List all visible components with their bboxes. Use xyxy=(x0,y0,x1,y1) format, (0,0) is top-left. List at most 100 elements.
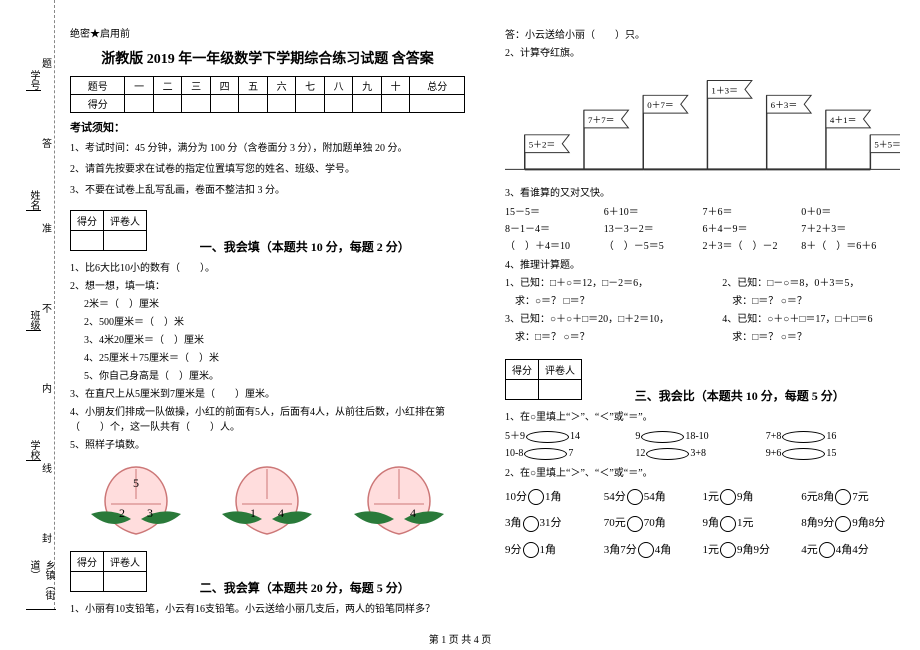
calc-cell: 15－5＝ xyxy=(505,204,604,221)
compare-circle xyxy=(835,489,851,505)
money-pair: 8角9分9角8分 xyxy=(801,510,900,536)
calc-cell: 8＋（ ）＝6＋6 xyxy=(801,238,900,255)
score-header-cell: 总分 xyxy=(410,77,465,95)
question: 5、照样子填数。 xyxy=(70,438,465,453)
question-sub: 2米＝（ ）厘米 xyxy=(84,297,465,312)
logic-left: 求：○＝？ □＝？ xyxy=(505,294,722,309)
svg-text:6＋3＝: 6＋3＝ xyxy=(771,100,798,110)
logic-row: 求：○＝？ □＝？ 求：□＝？ ○＝？ xyxy=(505,294,900,309)
compare-grid: 5＋914918-107+81610-87123+89+615 xyxy=(505,428,900,462)
score-header-cell: 五 xyxy=(239,77,268,95)
notice-item: 2、请首先按要求在试卷的指定位置填写您的姓名、班级、学号。 xyxy=(70,162,465,177)
compare-circle xyxy=(523,542,539,558)
binding-field-label: 乡镇（街道） xyxy=(26,560,56,610)
money-pair: 1元9角 xyxy=(703,484,802,510)
calc-cell: 8－1－4＝ xyxy=(505,221,604,238)
answer-line: 答：小云送给小丽（ ）只。 xyxy=(505,28,900,43)
score-value-cell xyxy=(381,95,410,113)
svg-text:7＋7＝: 7＋7＝ xyxy=(588,115,615,125)
compare-circle xyxy=(526,431,569,443)
calc-cell: （ ）－5＝5 xyxy=(604,238,703,255)
section-2-title: 二、我会算（本题共 20 分，每题 5 分） xyxy=(200,581,410,595)
calc-cell: 6＋10＝ xyxy=(604,204,703,221)
notice-title: 考试须知： xyxy=(70,119,465,135)
calc-cell: 0＋0＝ xyxy=(801,204,900,221)
binding-field-label: 班级 xyxy=(26,310,41,331)
score-box-label: 评卷人 xyxy=(104,552,147,572)
section-1-header: 得分评卷人 一、我会填（本题共 10 分，每题 2 分） xyxy=(70,204,465,255)
score-box: 得分评卷人 xyxy=(70,551,147,592)
score-value-cell xyxy=(410,95,465,113)
compare-circle xyxy=(720,489,736,505)
svg-text:0＋7＝: 0＋7＝ xyxy=(647,100,674,110)
question: 4、小朋友们排成一队做操，小红的前面有5人，后面有4人，从前往后数，小红排在第（… xyxy=(70,405,465,435)
score-box-label: 得分 xyxy=(71,552,104,572)
compare-circle xyxy=(627,516,643,532)
compare-cell: 10-87 xyxy=(505,445,635,462)
money-row: 9分1角3角7分4角1元9角9分4元4角4分 xyxy=(505,537,900,563)
page-content: 绝密★启用前 浙教版 2019 年一年级数学下学期综合练习试题 含答案 题号一二… xyxy=(60,10,910,630)
question-sub: 2、500厘米＝（ ）米 xyxy=(84,315,465,330)
logic-right: 求：□＝？ ○＝？ xyxy=(722,330,900,345)
logic-left: 3、已知：○＋○＋□＝20，□＋2＝10， xyxy=(505,312,722,327)
notice-item: 3、不要在试卷上乱写乱画，卷面不整洁扣 3 分。 xyxy=(70,183,465,198)
calc-cell: 6＋4－9＝ xyxy=(703,221,802,238)
compare-circle xyxy=(720,542,736,558)
money-row: 3角31分70元70角9角1元8角9分9角8分 xyxy=(505,510,900,536)
paper-title: 浙教版 2019 年一年级数学下学期综合练习试题 含答案 xyxy=(70,48,465,68)
score-box-label: 得分 xyxy=(71,211,104,231)
compare-circle xyxy=(835,516,851,532)
svg-text:2: 2 xyxy=(119,506,125,520)
score-value-cell xyxy=(239,95,268,113)
logic-right: 求：□＝？ ○＝？ xyxy=(722,294,900,309)
calc-cell: 2＋3＝（ ）－2 xyxy=(703,238,802,255)
binding-field-label: 学校 xyxy=(26,440,41,461)
question-sub: 3、4米20厘米＝（ ）厘米 xyxy=(84,333,465,348)
compare-circle xyxy=(641,431,684,443)
question: 1、小丽有10支铅笔，小云有16支铅笔。小云送给小丽几支后，两人的铅笔同样多？ xyxy=(70,602,465,617)
compare-circle xyxy=(819,542,835,558)
money-pair: 4元4角4分 xyxy=(801,537,900,563)
calc-cell: （ ）＋4＝10 xyxy=(505,238,604,255)
score-value-cell xyxy=(324,95,353,113)
compare-circle xyxy=(720,516,736,532)
score-box: 得分评卷人 xyxy=(505,359,582,400)
compare-circle xyxy=(638,542,654,558)
score-header-cell: 四 xyxy=(210,77,239,95)
binding-marker: 内 xyxy=(42,380,52,395)
score-value-cell xyxy=(210,95,239,113)
binding-marker: 不 xyxy=(42,300,52,315)
question-sub: 5、你自己身高是（ ）厘米。 xyxy=(84,369,465,384)
compare-cell: 123+8 xyxy=(635,445,765,462)
score-header-cell: 九 xyxy=(353,77,382,95)
logic-left: 求：□＝？ ○＝？ xyxy=(505,330,722,345)
money-pair: 54分54角 xyxy=(604,484,703,510)
binding-margin: 乡镇（街道）学校班级姓名学号封线内不准答题 xyxy=(0,0,55,610)
score-header-row: 题号一二三四五六七八九十总分 xyxy=(71,77,465,95)
logic-right: 4、已知：○＋○＋□＝17，□＋□＝6 xyxy=(722,312,900,327)
compare-circle xyxy=(524,448,567,460)
binding-marker: 题 xyxy=(42,55,52,70)
section-2-header: 得分评卷人 二、我会算（本题共 20 分，每题 5 分） xyxy=(70,545,465,596)
binding-marker: 线 xyxy=(42,460,52,475)
score-header-cell: 三 xyxy=(182,77,211,95)
score-value-cell xyxy=(267,95,296,113)
question-sub: 4、25厘米＋75厘米＝（ ）米 xyxy=(84,351,465,366)
score-table: 题号一二三四五六七八九十总分 得分 xyxy=(70,76,465,113)
svg-text:4＋1＝: 4＋1＝ xyxy=(830,115,857,125)
peach-row: 5 2 3 1 4 4 xyxy=(70,459,465,539)
section-1-title: 一、我会填（本题共 10 分，每题 2 分） xyxy=(200,240,410,254)
binding-field-label: 学号 xyxy=(26,70,41,91)
calc-cell: 7＋2＋3＝ xyxy=(801,221,900,238)
question: 4、推理计算题。 xyxy=(505,258,900,273)
score-box-label: 评卷人 xyxy=(539,360,582,380)
svg-text:4: 4 xyxy=(410,506,416,520)
money-pair: 9角1元 xyxy=(703,510,802,536)
score-header-cell: 一 xyxy=(125,77,154,95)
score-value-row: 得分 xyxy=(71,95,465,113)
score-header-cell: 题号 xyxy=(71,77,125,95)
peach-diagram: 5 2 3 xyxy=(86,459,186,539)
binding-marker: 封 xyxy=(42,530,52,545)
question: 1、比6大比10小的数有（ ）。 xyxy=(70,261,465,276)
compare-cell: 5＋914 xyxy=(505,428,635,445)
